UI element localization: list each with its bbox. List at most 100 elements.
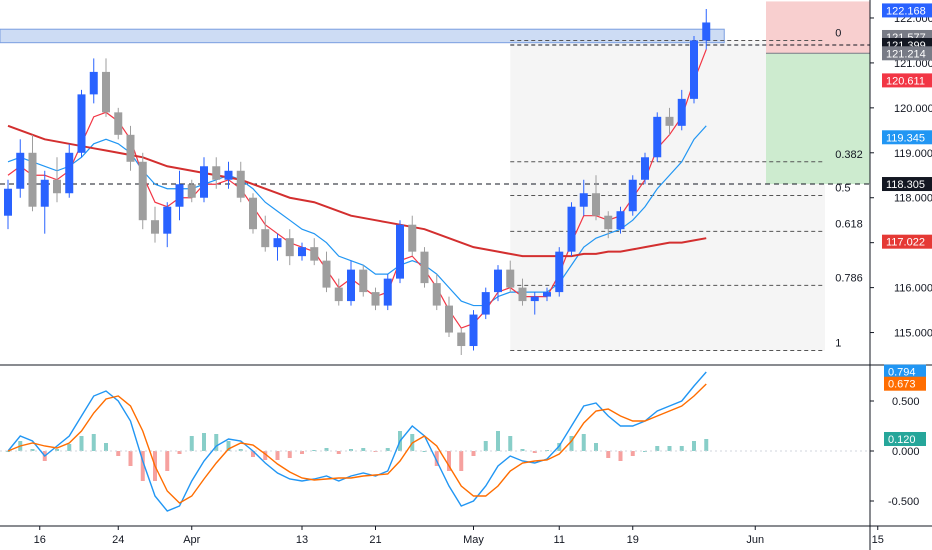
price-tag-box [882, 234, 932, 249]
candle-body [518, 287, 527, 302]
fib-label: 0.618 [835, 218, 863, 230]
candle [592, 175, 600, 221]
candle-body [702, 22, 711, 41]
candle-body [653, 116, 662, 158]
histogram-bar [447, 451, 451, 471]
histogram-bar [667, 446, 672, 451]
candle [151, 206, 159, 243]
candle [457, 328, 466, 356]
candle [690, 35, 698, 104]
macd-tag-label: 0.673 [888, 379, 916, 391]
candle-body [494, 269, 502, 293]
candle-body [665, 116, 674, 126]
candle-body [359, 269, 368, 293]
histogram-bar [581, 434, 586, 451]
price-tick-label: 118.000 [894, 193, 932, 205]
candle [628, 175, 637, 216]
candle-body [53, 179, 61, 194]
histogram-bar [91, 434, 96, 451]
price-pane[interactable]: 0 0.382 0.5 0.618 0.786 1 [0, 1, 870, 356]
histogram-bar [532, 451, 537, 453]
candle-body [102, 71, 110, 113]
time-tick-label: 16 [34, 534, 46, 546]
macd-tick-label: -0.500 [888, 496, 919, 508]
candle [641, 152, 649, 185]
macd-tag-label: 0.120 [888, 434, 916, 446]
candle [4, 179, 12, 230]
price-tag: 118.305 [882, 177, 932, 192]
price-tag: 122.168 [882, 3, 932, 17]
price-tick-label: 119.000 [894, 148, 932, 160]
candle [163, 202, 172, 248]
time-tick-label: 11 [554, 534, 565, 546]
candle [28, 134, 37, 212]
candle [555, 247, 564, 297]
macd-pane[interactable] [0, 364, 932, 512]
candle-body [334, 287, 343, 302]
histogram-bar [116, 451, 121, 456]
histogram-bar [471, 451, 476, 456]
candle [567, 202, 576, 257]
candle-body [592, 193, 600, 216]
fib-label: 0.382 [835, 149, 863, 161]
take-profit-zone [766, 53, 870, 185]
moving-average-line [7, 125, 707, 307]
candle [371, 287, 380, 311]
macd-price-tag: 0.120 [884, 432, 926, 446]
histogram-bar [251, 451, 255, 457]
time-tick-label: 13 [296, 534, 308, 546]
histogram-bar [361, 448, 366, 451]
candle [89, 58, 98, 104]
histogram-bar [287, 451, 292, 458]
histogram-bar [349, 449, 353, 451]
candle [261, 215, 270, 252]
macd-tag-box [884, 376, 926, 391]
histogram-bar [300, 451, 304, 454]
price-tag-label: 119.345 [886, 132, 925, 144]
price-tag: 121.214 [882, 46, 932, 61]
candle [65, 143, 74, 198]
candle-body [298, 247, 306, 257]
candle-body [604, 215, 613, 230]
time-tick-label: 19 [627, 534, 639, 546]
candle-body [543, 292, 551, 297]
histogram-bar [104, 443, 108, 451]
macd-line [7, 371, 707, 512]
candle [604, 211, 613, 239]
candle-body [506, 269, 515, 288]
candle [506, 260, 515, 293]
candle [53, 157, 61, 203]
candle-body [396, 224, 404, 279]
candle [530, 292, 539, 315]
histogram-bar [704, 439, 709, 451]
price-axis[interactable]: 115.000116.000117.000118.000119.000120.0… [869, 0, 932, 550]
histogram-bar [177, 451, 182, 454]
histogram-bar [569, 436, 574, 451]
candle [322, 251, 331, 293]
candle-body [628, 179, 637, 212]
candle [347, 260, 355, 306]
candle-body [530, 296, 539, 302]
histogram-bar [618, 451, 623, 461]
candle-body [579, 193, 588, 207]
candle [175, 170, 184, 221]
histogram-bar [483, 441, 488, 451]
candle-body [469, 314, 478, 347]
macd-tag-box [884, 432, 926, 446]
histogram-bar [30, 449, 35, 451]
candle [273, 233, 282, 261]
candle [298, 242, 306, 261]
candle-body [236, 170, 245, 198]
candle [77, 89, 86, 158]
candle-body [432, 283, 441, 306]
histogram-bar [508, 436, 513, 451]
candle-body [4, 188, 12, 216]
time-axis[interactable]: 16 24 Apr 13 21 May 11 19 Jun 15 [0, 525, 932, 546]
histogram-bar [312, 450, 317, 451]
histogram-bar [422, 451, 427, 452]
candle [481, 287, 490, 320]
price-tick-label: 120.000 [894, 103, 932, 115]
candle-body [322, 260, 331, 288]
